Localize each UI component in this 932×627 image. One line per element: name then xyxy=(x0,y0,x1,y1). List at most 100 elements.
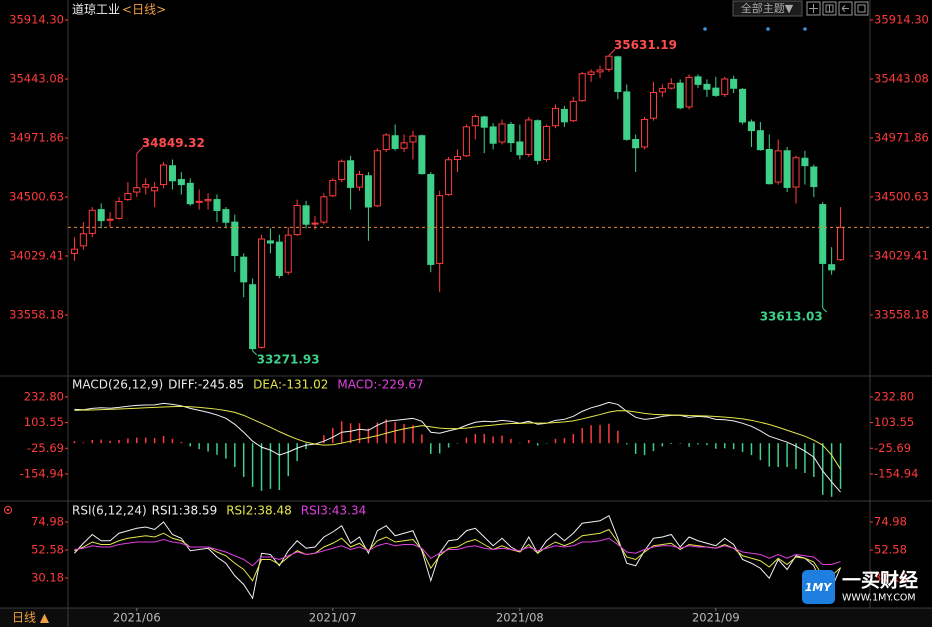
icon-back[interactable] xyxy=(838,1,853,16)
macd-bar xyxy=(225,443,227,459)
legend-entry: RSI2:38.48 xyxy=(226,504,292,518)
candle-body xyxy=(213,199,221,211)
macd-bar xyxy=(679,443,681,444)
macd-bar xyxy=(421,434,423,444)
annotation-label: 33271.93 xyxy=(257,352,320,366)
candle-body xyxy=(160,164,168,186)
candle-body xyxy=(320,196,328,223)
macd-bar xyxy=(661,443,664,447)
y-tick-label-right: 103.55 xyxy=(874,415,914,429)
macd-bar xyxy=(643,443,646,456)
annotation-leader xyxy=(136,146,144,154)
macd-bar xyxy=(198,443,200,450)
y-tick-label-right: 34500.63 xyxy=(874,189,929,203)
macd-bar xyxy=(821,443,824,495)
macd-bar xyxy=(438,443,441,454)
annotation-leader xyxy=(822,307,828,313)
y-tick-label-right: 33558.18 xyxy=(874,308,929,322)
theme-button[interactable] xyxy=(732,0,803,17)
candle-body xyxy=(106,218,114,221)
macd-bar xyxy=(536,443,539,446)
candle-body xyxy=(204,199,212,202)
macd-bar xyxy=(73,441,76,444)
macd-bar xyxy=(216,443,218,455)
candle-body xyxy=(124,192,132,201)
macd-bar xyxy=(634,443,637,454)
macd-bar xyxy=(100,439,102,444)
candle-body xyxy=(765,148,773,185)
y-tick-label: 103.55 xyxy=(24,415,64,429)
macd-bar xyxy=(715,443,717,449)
bottom-bar xyxy=(0,608,932,627)
watermark: 1MY 一买财经 WWW.1MY.COM xyxy=(802,569,918,604)
y-tick-label: 74.98 xyxy=(31,515,64,529)
macd-bar xyxy=(109,440,111,444)
candle-body xyxy=(115,201,123,219)
macd-bar xyxy=(670,443,673,444)
candle-body xyxy=(730,78,738,89)
candle-body xyxy=(79,233,87,247)
candle-body xyxy=(703,83,711,90)
event-markers xyxy=(703,27,807,31)
candle-body xyxy=(837,226,845,261)
watermark-site: WWW.1MY.COM xyxy=(842,593,916,604)
macd-bar xyxy=(732,443,735,450)
icon-move[interactable] xyxy=(806,1,821,16)
period-button[interactable]: 日线 ▲ xyxy=(12,611,50,625)
macd-bar xyxy=(385,419,387,444)
candle-body xyxy=(596,69,604,73)
candle-body xyxy=(382,134,390,150)
candle-body xyxy=(605,55,613,70)
y-tick-label-right: 34971.86 xyxy=(874,130,929,144)
panel-title: MACD(26,12,9) xyxy=(72,378,163,392)
candle-body xyxy=(142,184,150,188)
macd-bar xyxy=(741,443,744,452)
event-marker[interactable] xyxy=(766,27,770,31)
macd-bar xyxy=(456,443,459,444)
candle-body xyxy=(133,187,141,193)
macd-bar xyxy=(82,442,85,444)
y-tick-label-right: 35443.08 xyxy=(874,71,929,85)
candle-body xyxy=(329,179,337,197)
watermark-logo xyxy=(802,570,835,604)
candle-body xyxy=(649,92,658,119)
macd-bar xyxy=(412,425,414,444)
icon-zoom-glyph xyxy=(825,4,834,13)
candle-body xyxy=(747,121,755,132)
macd-bar xyxy=(242,443,245,477)
candle-body xyxy=(543,125,551,161)
macd-bar xyxy=(528,439,530,444)
candle-body xyxy=(525,119,533,155)
candle-body xyxy=(266,240,274,244)
event-marker[interactable] xyxy=(803,27,807,31)
candle-body xyxy=(828,264,836,271)
y-tick-label-right: 232.80 xyxy=(874,389,914,403)
event-marker[interactable] xyxy=(703,27,707,31)
macd-bar xyxy=(358,423,361,444)
legend-entry: DIFF:-245.85 xyxy=(168,378,244,392)
y-tick-label: 35914.30 xyxy=(9,12,64,26)
annotation-label: 34849.32 xyxy=(142,136,205,150)
candle-body xyxy=(819,204,827,264)
annotation-label: 33613.03 xyxy=(760,310,823,324)
macd-bar xyxy=(403,424,405,444)
macd-bar xyxy=(153,438,156,444)
macd-bar xyxy=(626,443,628,445)
macd-bar xyxy=(750,443,753,456)
y-tick-label-right: -25.69 xyxy=(874,441,911,455)
theme-button-label[interactable]: 全部主题▼ xyxy=(741,1,794,15)
macd-bar xyxy=(608,423,610,444)
macd-bar xyxy=(652,443,655,452)
macd-bar xyxy=(688,443,690,447)
macd-bar xyxy=(180,441,183,444)
y-tick-label: 34500.63 xyxy=(9,189,64,203)
panel-icon[interactable] xyxy=(4,506,12,514)
macd-bar xyxy=(207,443,209,452)
indicator-line xyxy=(74,405,841,470)
candle-body xyxy=(222,209,230,223)
icon-zoom[interactable] xyxy=(822,1,837,16)
candle-body xyxy=(462,126,470,157)
icon-forward[interactable] xyxy=(854,1,869,16)
